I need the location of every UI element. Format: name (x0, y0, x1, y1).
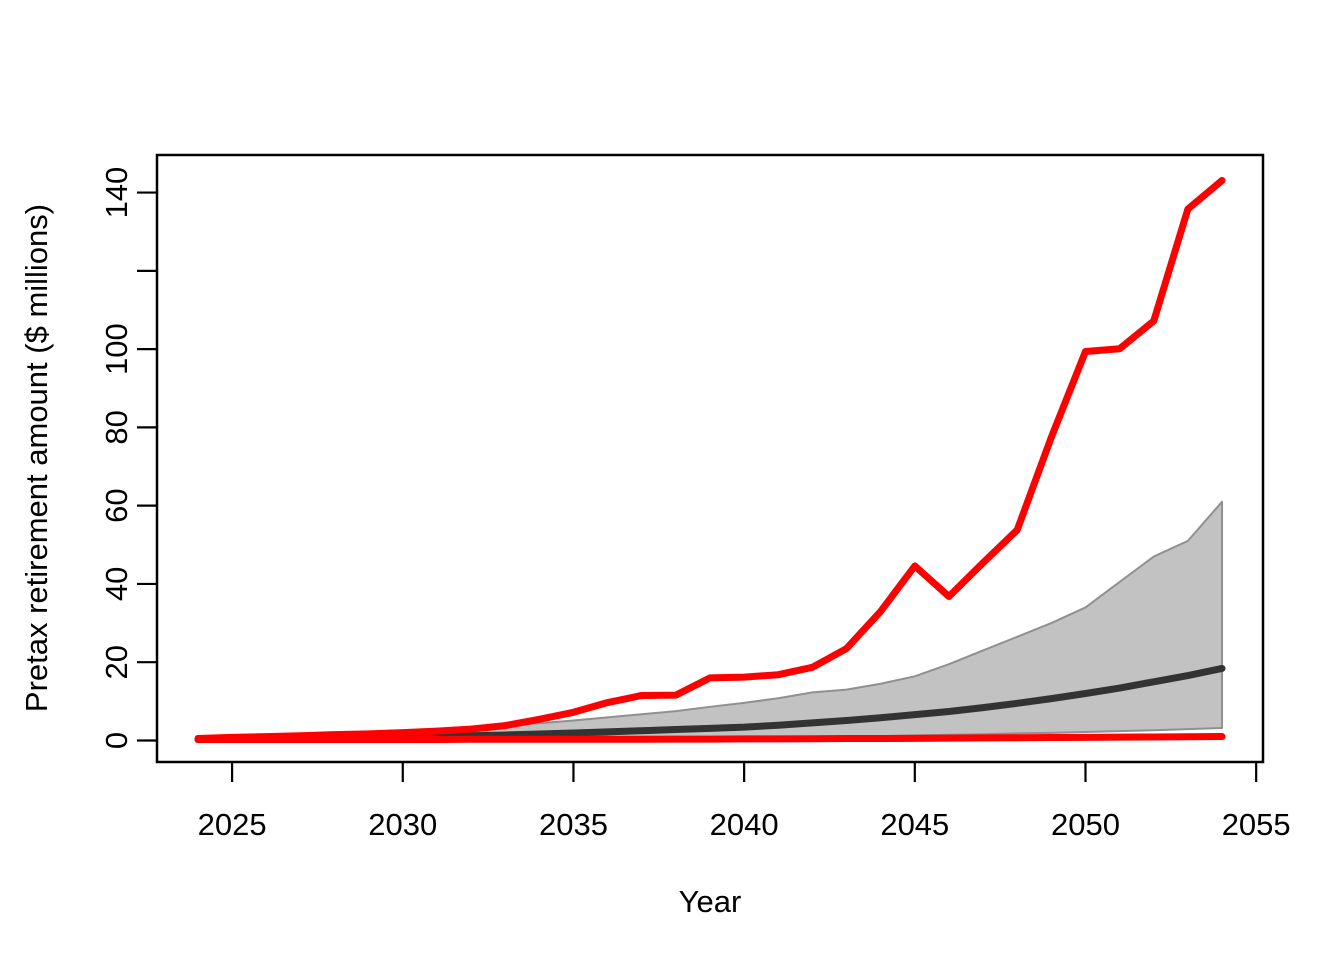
x-tick-label: 2025 (198, 807, 267, 842)
plot-box (155, 153, 1265, 764)
y-axis-title: Pretax retirement amount ($ millions) (19, 204, 54, 712)
x-axis: 2025 2030 2035 2040 2045 2050 2055 (198, 762, 1291, 842)
y-tick-label: 100 (99, 323, 134, 375)
x-axis-title: Year (679, 884, 742, 919)
x-tick-label: 2055 (1222, 807, 1291, 842)
y-tick-label: 80 (99, 410, 134, 444)
y-axis: 0 20 40 60 80 100 140 (99, 167, 157, 749)
y-tick-label: 60 (99, 488, 134, 522)
x-tick-label: 2030 (368, 807, 437, 842)
lower-red-line (194, 733, 1226, 743)
y-tick-label: 40 (99, 567, 134, 601)
upper-red-line (194, 176, 1226, 743)
y-tick-label: 20 (99, 645, 134, 679)
y-tick-label: 0 (99, 732, 134, 749)
x-tick-label: 2035 (539, 807, 608, 842)
y-tick-label: 140 (99, 167, 134, 219)
x-tick-label: 2045 (880, 807, 949, 842)
series-layer (194, 176, 1226, 743)
x-tick-label: 2050 (1051, 807, 1120, 842)
x-tick-label: 2040 (710, 807, 779, 842)
